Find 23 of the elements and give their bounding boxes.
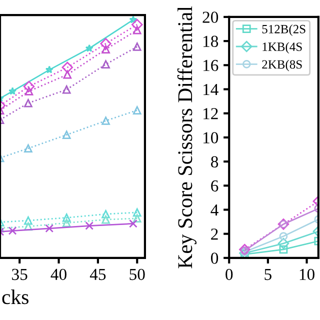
x-tick-label: 40 [50, 268, 66, 280]
y-tick-label: 0 [211, 252, 218, 264]
x-tick-label: 0 [226, 268, 233, 280]
legend-label: 1KB(4S [262, 42, 302, 54]
x-tick-label: 35 [12, 268, 28, 280]
x-tick-label: 45 [90, 268, 106, 280]
y-tick-label: 14 [204, 84, 218, 96]
y-tick-label: 6 [211, 180, 218, 192]
legend-label: 2KB(8S [262, 60, 302, 72]
y-tick-label: 8 [211, 156, 218, 168]
y-tick-label: 4 [210, 204, 218, 216]
y-tick-label: 16 [204, 60, 218, 72]
y-tick-label: 20 [202, 12, 218, 23]
y-axis-title: Key Score Scissors Differential [177, 6, 196, 268]
x-tick-label: 5 [264, 268, 272, 280]
x-axis-title: cks [2, 289, 28, 304]
y-tick-label: 18 [204, 36, 218, 48]
y-tick-label: 10 [204, 132, 218, 144]
y-tick-label: 12 [204, 108, 218, 120]
y-tick-label: 2 [211, 228, 218, 240]
legend-label: 512B(2S [262, 24, 306, 36]
x-tick-label: 10 [300, 268, 314, 280]
x-tick-label: 50 [130, 268, 145, 280]
